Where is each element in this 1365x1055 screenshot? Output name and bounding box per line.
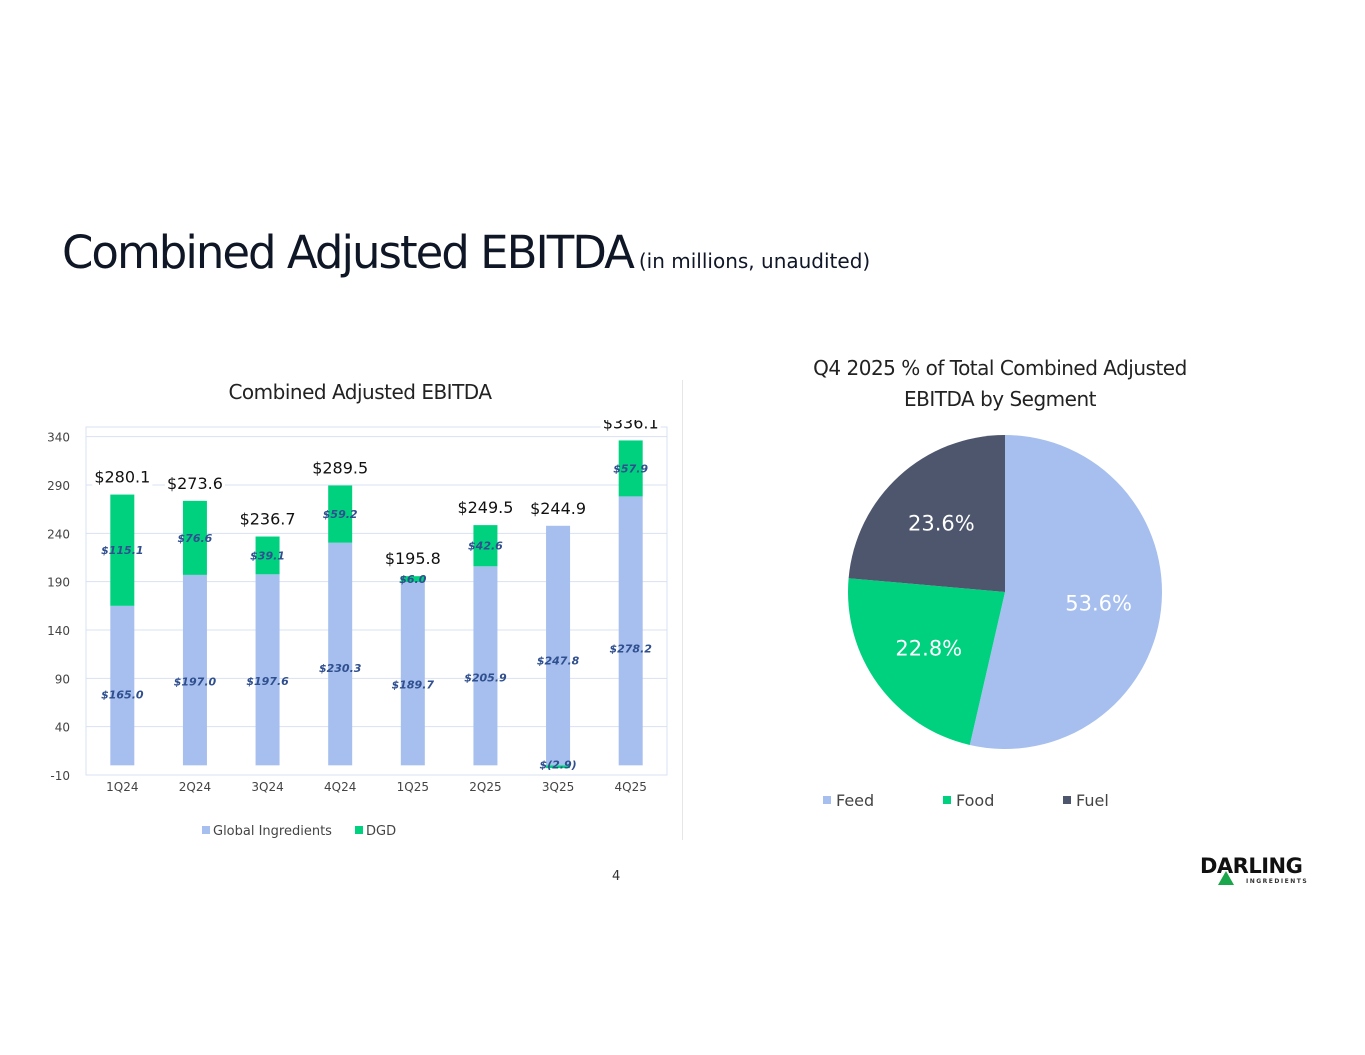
data-label-dgd: $76.6 bbox=[178, 532, 213, 545]
data-label-dgd: $115.1 bbox=[101, 544, 143, 557]
y-tick-label: 190 bbox=[47, 576, 70, 590]
total-label-bg bbox=[310, 455, 371, 478]
data-label-global-ingredients: $197.6 bbox=[246, 675, 289, 688]
data-label-global-ingredients: $205.9 bbox=[464, 672, 507, 685]
total-label: $280.1 bbox=[94, 468, 150, 487]
legend-label: DGD bbox=[366, 824, 396, 839]
data-label-dgd: $42.6 bbox=[468, 540, 503, 553]
total-label: $236.7 bbox=[240, 510, 296, 529]
total-label-bg bbox=[237, 506, 298, 529]
bar-chart: -10 40 90 140 190 240 290 340 1Q24 $165.0 $115.1 $2… bbox=[47, 420, 668, 839]
bar-dgd bbox=[473, 525, 498, 567]
legend-swatch bbox=[202, 826, 210, 834]
y-tick-label: 90 bbox=[55, 672, 70, 686]
y-tick-label: 140 bbox=[47, 624, 70, 638]
data-label-dgd: $57.9 bbox=[613, 462, 648, 475]
svg-text:DARLING: DARLING bbox=[1200, 854, 1302, 878]
total-label: $273.6 bbox=[167, 474, 223, 493]
total-label: $244.9 bbox=[530, 499, 586, 518]
total-label-bg bbox=[164, 470, 225, 493]
y-tick-label: 40 bbox=[55, 721, 70, 735]
pie-slice-fuel bbox=[848, 435, 1005, 592]
bar-chart-title: Combined Adjusted EBITDA bbox=[228, 380, 492, 404]
legend-label: Global Ingredients bbox=[213, 824, 332, 839]
pie-chart: 53.6% 22.8% 23.6% Feed Food Fuel bbox=[823, 435, 1162, 810]
bar-global-ingredients bbox=[618, 496, 643, 766]
x-tick-label: 1Q25 bbox=[397, 780, 429, 794]
legend-swatch bbox=[823, 796, 831, 804]
bar-dgd bbox=[546, 765, 571, 769]
svg-text:INGREDIENTS: INGREDIENTS bbox=[1246, 878, 1308, 885]
pie-label: 53.6% bbox=[1065, 592, 1132, 616]
data-label-dgd: $39.1 bbox=[250, 549, 285, 562]
total-label: $249.5 bbox=[457, 498, 513, 517]
total-label-bg bbox=[92, 464, 153, 487]
pie-label: 23.6% bbox=[908, 512, 975, 536]
total-label-bg bbox=[600, 420, 661, 433]
y-tick-label: -10 bbox=[50, 769, 70, 783]
bar-global-ingredients bbox=[182, 574, 207, 766]
page-number: 4 bbox=[612, 869, 621, 884]
data-label-global-ingredients: $189.7 bbox=[392, 678, 435, 691]
bar-global-ingredients bbox=[546, 525, 571, 766]
data-label-global-ingredients: $247.8 bbox=[537, 655, 580, 668]
total-label: $289.5 bbox=[312, 458, 368, 477]
legend-swatch bbox=[943, 796, 951, 804]
data-label-dgd: $59.2 bbox=[323, 508, 358, 521]
data-label-dgd: $(2.9) bbox=[539, 758, 576, 771]
data-label-global-ingredients: $197.0 bbox=[174, 675, 217, 688]
total-label-bg bbox=[528, 495, 589, 518]
title-subtitle: (in millions, unaudited) bbox=[638, 249, 871, 273]
x-tick-label: 2Q25 bbox=[469, 780, 501, 794]
legend-label: Fuel bbox=[1076, 791, 1109, 810]
pie-chart-title: Q4 2025 % of Total Combined Adjusted EBI… bbox=[813, 356, 1187, 411]
bar-dgd bbox=[255, 536, 280, 575]
x-tick-label: 2Q24 bbox=[179, 780, 211, 794]
bar-dgd bbox=[182, 500, 207, 575]
legend-label: Food bbox=[956, 791, 994, 810]
total-label: $336.1 bbox=[603, 420, 659, 432]
legend-label: Feed bbox=[836, 791, 874, 810]
x-tick-label: 3Q25 bbox=[542, 780, 574, 794]
pie-label: 22.8% bbox=[895, 636, 962, 660]
x-tick-label: 1Q24 bbox=[106, 780, 138, 794]
data-label-global-ingredients: $230.3 bbox=[319, 662, 362, 675]
x-tick-label: 4Q24 bbox=[324, 780, 356, 794]
data-label-dgd: $6.0 bbox=[399, 573, 426, 586]
bar-global-ingredients bbox=[255, 574, 280, 766]
y-tick-label: 290 bbox=[47, 479, 70, 493]
legend-swatch bbox=[1063, 796, 1071, 804]
bar-dgd bbox=[618, 440, 643, 497]
pie-slice-food bbox=[848, 578, 1005, 746]
data-label-global-ingredients: $278.2 bbox=[609, 642, 652, 655]
bar-global-ingredients bbox=[400, 581, 425, 766]
total-label-bg bbox=[382, 546, 443, 569]
y-tick-label: 340 bbox=[47, 431, 70, 445]
divider bbox=[682, 380, 683, 840]
bar-dgd bbox=[328, 485, 353, 543]
data-label-global-ingredients: $165.0 bbox=[101, 688, 144, 701]
total-label: $195.8 bbox=[385, 549, 441, 568]
total-label-bg bbox=[455, 495, 516, 518]
page-title: Combined Adjusted EBITDA (in millions, un… bbox=[62, 226, 870, 279]
title-main: Combined Adjusted EBITDA bbox=[62, 226, 635, 279]
bar-dgd bbox=[400, 576, 425, 582]
legend-swatch bbox=[355, 826, 363, 834]
bar-global-ingredients bbox=[110, 605, 135, 766]
pie-slice-feed bbox=[969, 435, 1162, 749]
bar-dgd bbox=[110, 494, 135, 606]
y-tick-label: 240 bbox=[47, 527, 70, 541]
darling-ingredients-logo: DARLING INGREDIENTS bbox=[1200, 854, 1308, 885]
bar-global-ingredients bbox=[473, 566, 498, 766]
x-tick-label: 3Q24 bbox=[251, 780, 283, 794]
x-tick-label: 4Q25 bbox=[615, 780, 647, 794]
bar-global-ingredients bbox=[328, 542, 353, 766]
